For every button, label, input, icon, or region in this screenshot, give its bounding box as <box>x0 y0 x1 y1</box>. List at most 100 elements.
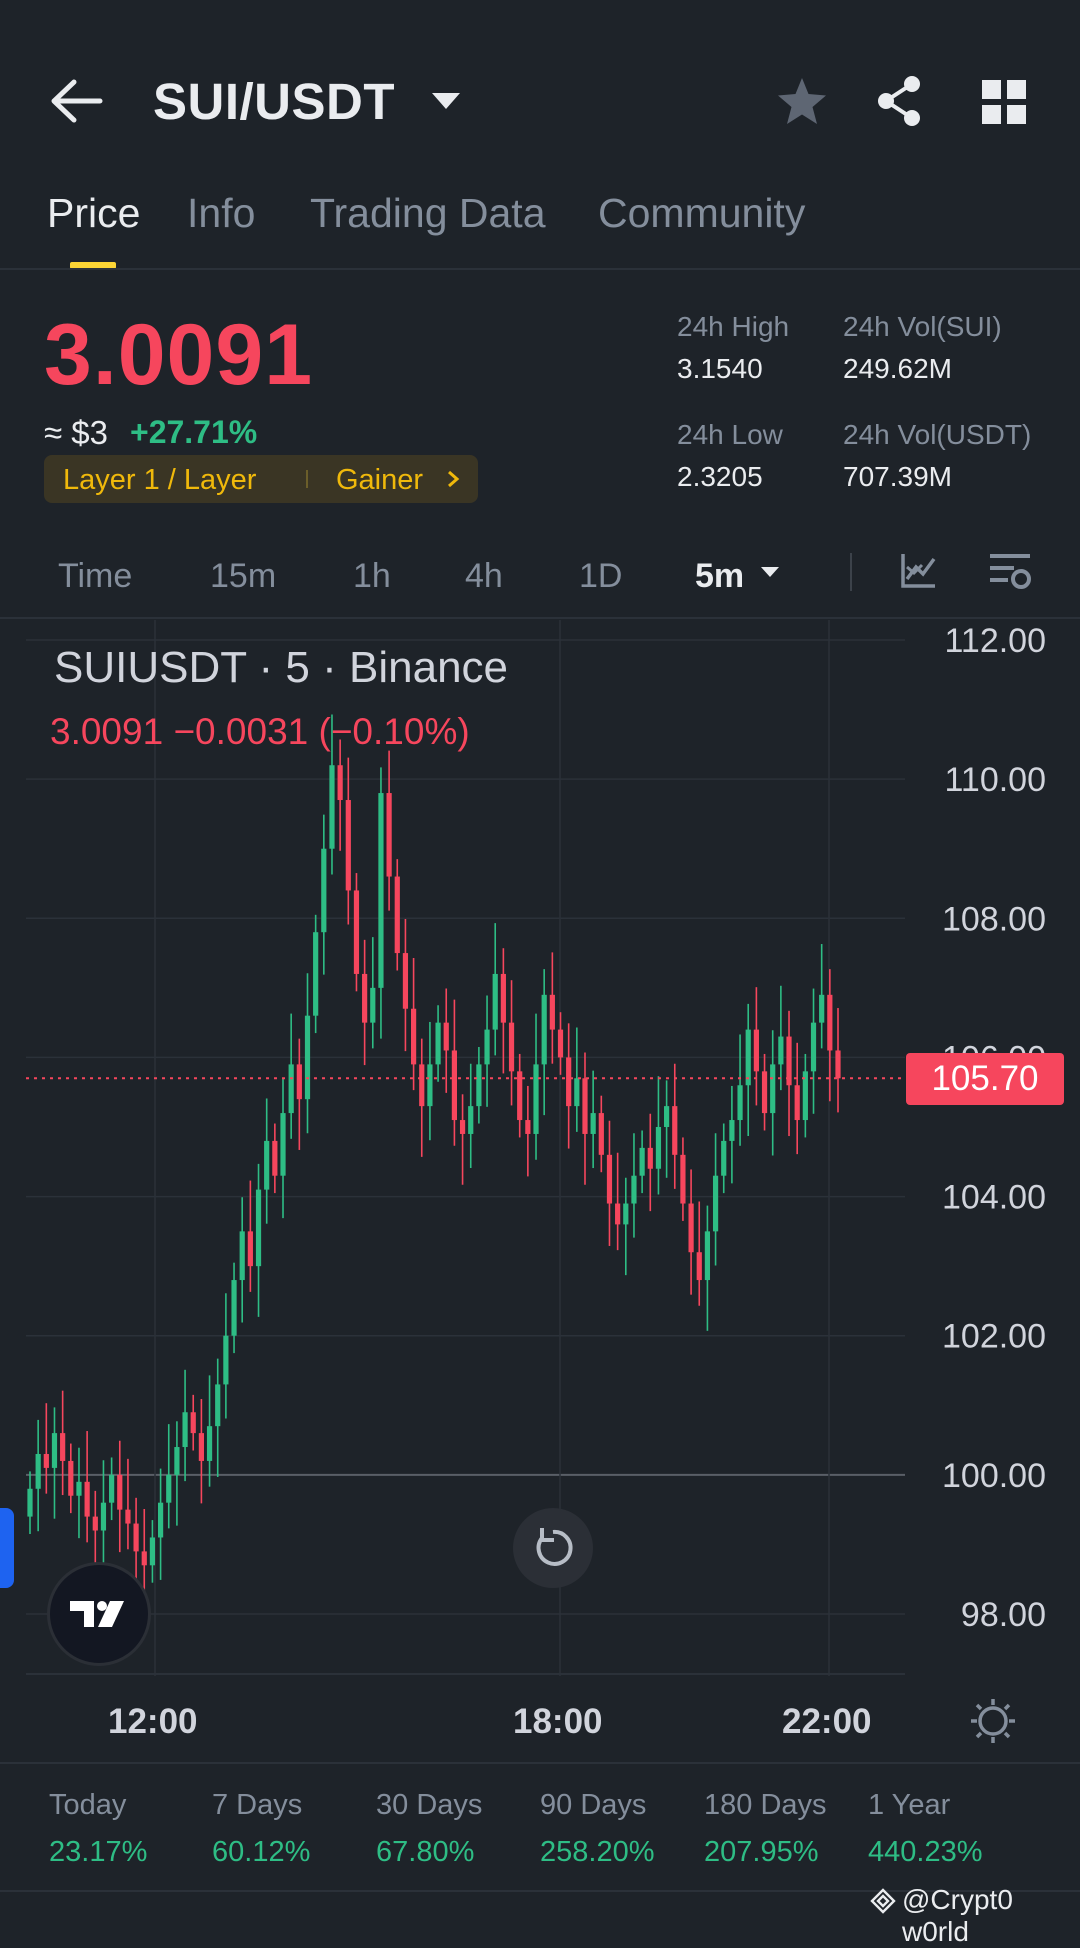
candle-body <box>468 1106 474 1134</box>
last-price: 3.0091 <box>44 307 314 403</box>
candle-body <box>443 1022 449 1051</box>
interval-4h[interactable]: 4h <box>465 557 503 595</box>
interval-15m[interactable]: 15m <box>210 557 277 595</box>
candle-body <box>370 987 376 1023</box>
y-tick-label: 112.00 <box>945 622 1046 660</box>
tag-gainer[interactable]: Gainer <box>336 464 424 496</box>
caret-down-icon[interactable] <box>430 90 462 112</box>
candle-body <box>664 1106 670 1127</box>
perf-value-180d: 207.95% <box>704 1836 819 1868</box>
reset-chart-button[interactable] <box>513 1508 593 1588</box>
interval-1d[interactable]: 1D <box>579 557 623 595</box>
candle-body <box>574 1078 580 1107</box>
candle-body <box>378 793 384 988</box>
candle-body <box>51 1433 58 1468</box>
current-price-tag: 105.70 <box>906 1053 1064 1105</box>
indicator-icon[interactable] <box>900 551 938 589</box>
interval-1h[interactable]: 1h <box>353 557 391 595</box>
candle-body <box>68 1460 74 1496</box>
candle-body <box>231 1280 237 1336</box>
candle-body <box>606 1154 613 1204</box>
candle-body <box>680 1154 686 1204</box>
candle-body <box>549 994 555 1030</box>
chart-settings-icon[interactable] <box>988 551 1032 591</box>
candle-body <box>239 1231 245 1281</box>
tab-price[interactable]: Price <box>47 190 141 236</box>
candle-body <box>835 1050 841 1079</box>
chart-legend-values: 3.0091 −0.0031 (−0.10%) <box>50 711 470 752</box>
grid-icon[interactable] <box>982 80 1026 124</box>
candle-body <box>402 953 409 1009</box>
perf-label-1y: 1 Year <box>868 1789 951 1821</box>
y-tick-label: 110.00 <box>945 761 1046 799</box>
candle-body <box>206 1426 213 1461</box>
usd-approx-price: ≈ $3 <box>44 414 108 451</box>
candle-body <box>639 1147 645 1176</box>
candle-body <box>492 973 498 1030</box>
candle-body <box>43 1453 49 1468</box>
candle-body <box>353 890 360 974</box>
candle-body <box>761 1071 768 1114</box>
candle-body <box>410 1008 417 1065</box>
candle-body <box>296 1064 302 1100</box>
24h-high-label: 24h High <box>677 311 790 342</box>
candle-body <box>827 994 833 1051</box>
candle-body <box>721 1140 727 1176</box>
interval-caret-icon[interactable] <box>760 565 780 579</box>
interval-divider <box>0 617 1080 619</box>
candle-body <box>329 765 335 849</box>
tradingview-logo-icon[interactable] <box>47 1562 151 1666</box>
y-tick-label: 102.00 <box>942 1318 1046 1356</box>
candle-body <box>631 1175 637 1204</box>
side-drawer-tab[interactable] <box>0 1508 14 1588</box>
tab-info[interactable]: Info <box>187 190 256 236</box>
candle-body <box>802 1071 808 1121</box>
candle-body <box>345 800 351 891</box>
candle-body <box>60 1433 66 1461</box>
candle-body <box>704 1231 711 1281</box>
candle-body <box>786 1036 792 1086</box>
x-tick-1200: 12:00 <box>108 1702 198 1741</box>
candle-body <box>280 1113 286 1176</box>
sun-settings-icon[interactable] <box>970 1698 1016 1744</box>
candle-body <box>566 1057 572 1107</box>
candle-body <box>141 1551 147 1566</box>
performance-divider <box>0 1762 1080 1764</box>
candle-body <box>35 1453 41 1489</box>
perf-value-7d: 60.12% <box>212 1836 311 1868</box>
pair-title[interactable]: SUI/USDT <box>153 73 396 130</box>
candle-body <box>819 994 825 1023</box>
24h-vol-base-label: 24h Vol(SUI) <box>843 311 1002 342</box>
tab-trading-data[interactable]: Trading Data <box>310 190 546 236</box>
candle-body <box>557 1029 564 1058</box>
share-icon[interactable] <box>874 74 924 128</box>
candle-body <box>321 848 327 933</box>
candle-body <box>582 1078 588 1134</box>
category-tags[interactable] <box>44 455 478 503</box>
candle-body <box>810 1022 817 1072</box>
candle-body <box>92 1516 98 1531</box>
tab-community[interactable]: Community <box>598 190 806 236</box>
24h-vol-quote-value: 707.39M <box>843 461 952 492</box>
x-tick-1800: 18:00 <box>513 1702 603 1741</box>
interval-time[interactable]: Time <box>58 557 133 595</box>
candle-body <box>525 1120 531 1134</box>
candle-body <box>712 1175 719 1232</box>
candle-body <box>688 1203 694 1253</box>
candle-body <box>476 1064 482 1107</box>
tag-layer[interactable]: Layer 1 / Layer <box>63 464 257 496</box>
candle-body <box>533 1064 539 1134</box>
candle-body <box>133 1523 139 1552</box>
interval-5m[interactable]: 5m <box>695 557 745 595</box>
candle-body <box>109 1474 115 1503</box>
candle-body <box>419 1064 425 1107</box>
24h-low-value: 2.3205 <box>677 461 763 492</box>
candle-body <box>166 1474 172 1503</box>
star-icon[interactable] <box>776 76 828 126</box>
back-arrow-icon[interactable] <box>48 78 104 124</box>
active-tab-indicator <box>70 262 116 269</box>
candle-body <box>125 1509 131 1524</box>
candle-body <box>117 1474 123 1510</box>
candle-body <box>770 1064 776 1114</box>
tabs-divider <box>0 268 1080 270</box>
